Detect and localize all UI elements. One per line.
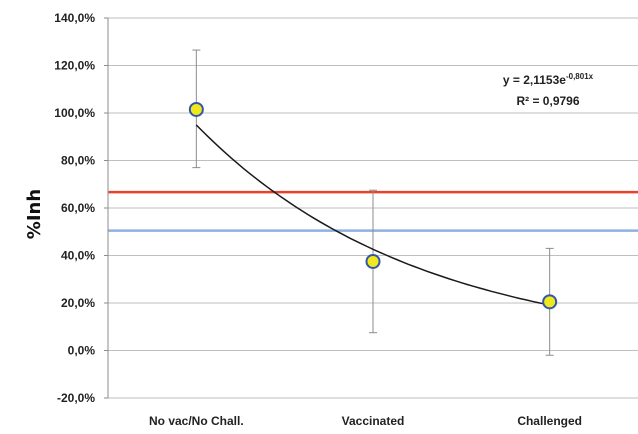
- error-bars: [192, 49, 554, 356]
- x-tick-label: Vaccinated: [342, 414, 405, 428]
- trendline: [195, 124, 550, 306]
- data-point: [365, 253, 381, 269]
- axes: [104, 17, 109, 399]
- y-tick-label: -20,0%: [57, 391, 95, 405]
- y-tick-label: 80,0%: [61, 154, 95, 168]
- data-point: [542, 294, 558, 310]
- trendline-r2: R² = 0,9796: [516, 94, 579, 108]
- y-tick-label: 40,0%: [61, 249, 95, 263]
- y-axis-label: %Inh: [24, 189, 45, 239]
- y-tick-label: 60,0%: [61, 201, 95, 215]
- trendline-equation: y = 2,1153e-0,801x: [503, 72, 594, 87]
- y-tick-label: 140,0%: [54, 11, 95, 25]
- trendline-curve: [195, 124, 550, 306]
- y-tick-label: 0,0%: [68, 344, 96, 358]
- y-tick-label: 100,0%: [54, 106, 95, 120]
- x-tick-labels: No vac/No Chall. Vaccinated Challenged: [149, 414, 582, 428]
- data-points: [188, 101, 558, 310]
- y-tick-labels: -20,0% 0,0% 20,0% 40,0% 60,0% 80,0% 100,0% 120,…: [54, 11, 95, 405]
- y-tick-label: 120,0%: [54, 59, 95, 73]
- trendline-equation-main: y = 2,1153e: [503, 73, 566, 87]
- x-tick-label: No vac/No Chall.: [149, 414, 244, 428]
- x-tick-label: Challenged: [517, 414, 582, 428]
- y-tick-label: 20,0%: [61, 296, 95, 310]
- data-point: [188, 101, 204, 117]
- trendline-equation-exponent: -0,801x: [566, 72, 594, 81]
